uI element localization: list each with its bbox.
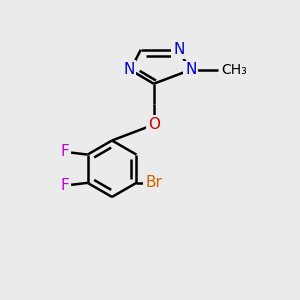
Text: F: F	[60, 178, 69, 193]
Text: CH₃: CH₃	[221, 63, 247, 77]
Text: N: N	[123, 62, 135, 77]
Text: N: N	[173, 42, 184, 57]
Text: N: N	[185, 62, 196, 77]
Text: Br: Br	[145, 175, 162, 190]
Text: O: O	[148, 117, 160, 132]
Text: F: F	[60, 144, 69, 159]
